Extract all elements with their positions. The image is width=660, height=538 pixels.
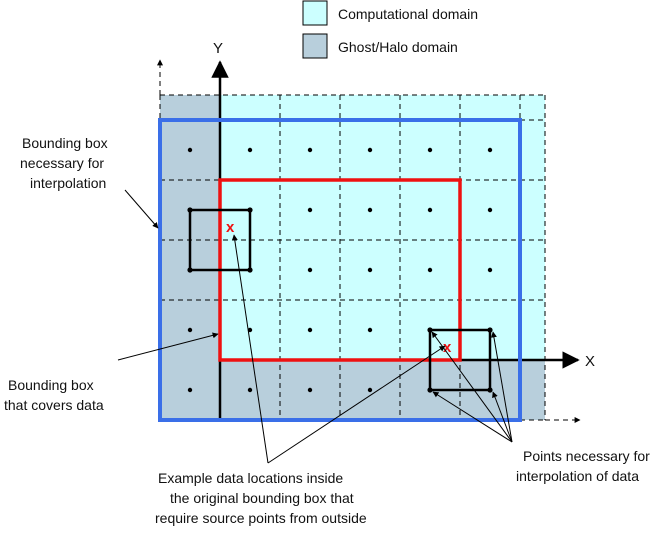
- grid-point: [247, 387, 253, 393]
- annotation-line: require source points from outside: [155, 510, 367, 526]
- stencil-point: [187, 267, 193, 273]
- stencil-point: [247, 207, 253, 213]
- ghost-domain-bottom: [220, 360, 545, 420]
- domain-regions: [160, 95, 545, 420]
- grid-point: [367, 267, 373, 273]
- leader-points-3: [432, 391, 513, 443]
- y-axis-label: Y: [213, 40, 223, 57]
- stencil-point: [187, 207, 193, 213]
- sample-marker-right: x: [443, 339, 452, 356]
- x-axis-label: X: [585, 353, 595, 370]
- grid-point: [307, 387, 313, 393]
- stencil-point: [487, 387, 493, 393]
- stencil-point: [247, 267, 253, 273]
- annotation-data-box: Bounding box that covers data: [4, 377, 104, 413]
- leader-data-box: [117, 332, 219, 361]
- annotation-line: Bounding box: [8, 377, 94, 393]
- legend: Computational domain Ghost/Halo domain: [302, 0, 478, 59]
- annotation-line: interpolation of data: [516, 468, 639, 484]
- leader-points-1: [431, 331, 513, 443]
- annotation-line: that covers data: [4, 397, 104, 413]
- legend-swatch-computational: [302, 0, 328, 26]
- grid-point: [367, 207, 373, 213]
- grid-point: [427, 147, 433, 153]
- stencil-point: [427, 387, 433, 393]
- stencil-box-left: [188, 208, 252, 272]
- annotation-line: Example data locations inside: [158, 470, 343, 486]
- grid-point: [307, 267, 313, 273]
- ghost-domain-top-strip: [160, 95, 220, 120]
- annotation-line: the original bounding box that: [170, 490, 354, 506]
- grid-point: [427, 267, 433, 273]
- annotation-line: Points necessary for: [523, 448, 650, 464]
- legend-label-computational: Computational domain: [338, 6, 478, 22]
- leader-points-4: [492, 391, 513, 443]
- grid-point: [307, 207, 313, 213]
- grid-point: [487, 207, 493, 213]
- grid-point: [427, 207, 433, 213]
- grid-point: [367, 327, 373, 333]
- stencil-right: [427, 327, 493, 393]
- stencil-point: [427, 327, 433, 333]
- stencil-point: [487, 327, 493, 333]
- annotation-line: interpolation: [30, 175, 106, 191]
- legend-swatch-ghost: [302, 33, 328, 59]
- grid-point: [187, 387, 193, 393]
- interpolation-bounding-box: [158, 118, 522, 422]
- annotation-line: necessary for: [20, 155, 104, 171]
- annotation-example: Example data locations inside the origin…: [155, 470, 367, 526]
- grid-points: [187, 147, 493, 393]
- legend-label-ghost: Ghost/Halo domain: [338, 39, 458, 55]
- computational-domain: [220, 95, 545, 360]
- grid-point: [367, 387, 373, 393]
- leader-points-2: [490, 331, 513, 443]
- leader-lines: [117, 189, 513, 464]
- grid-point: [247, 327, 253, 333]
- grid-point: [307, 147, 313, 153]
- annotation-points: Points necessary for interpolation of da…: [516, 448, 650, 484]
- grid-point: [487, 147, 493, 153]
- grid-point: [487, 267, 493, 273]
- grid-point: [187, 147, 193, 153]
- stencil-left: [187, 207, 253, 273]
- annotation-line: Bounding box: [22, 135, 108, 151]
- annotation-interp-box: Bounding box necessary for interpolation: [20, 135, 108, 191]
- stencil-box-right: [428, 328, 492, 392]
- sample-marker-left: x: [226, 219, 235, 236]
- grid-point: [307, 327, 313, 333]
- leader-example-right: [267, 345, 446, 464]
- grid-point: [247, 147, 253, 153]
- leader-interp-box: [124, 189, 159, 229]
- grid-point: [187, 327, 193, 333]
- grid-point: [367, 147, 373, 153]
- leader-example-left: [231, 234, 269, 464]
- dashed-arrows: [157, 59, 581, 423]
